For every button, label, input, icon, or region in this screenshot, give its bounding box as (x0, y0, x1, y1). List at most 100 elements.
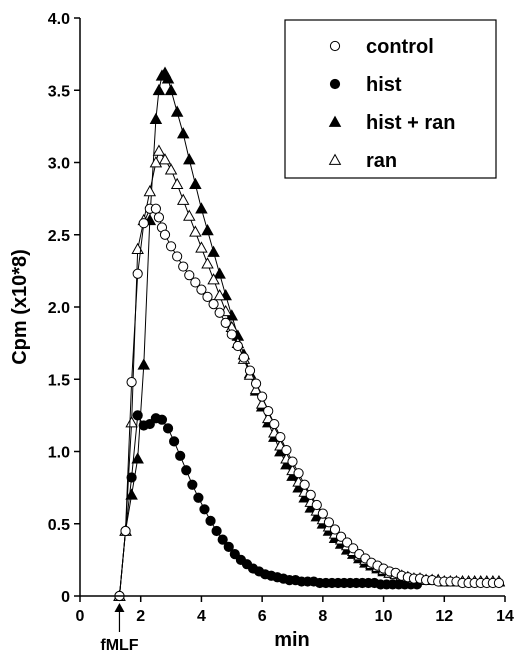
data-point-1-19 (229, 548, 240, 560)
fmlf-arrow-head (114, 603, 125, 612)
data-point-0-25 (257, 391, 268, 402)
data-point-0-13 (184, 270, 195, 281)
data-point-0-33 (305, 489, 316, 500)
y-tick-label-2: 1.0 (48, 445, 70, 462)
x-tick-label-0: 0 (76, 608, 85, 625)
data-point-0-38 (335, 531, 347, 542)
data-point-0-64 (493, 577, 505, 589)
data-point-0-12 (178, 261, 189, 272)
data-point-0-35 (317, 508, 328, 519)
data-point-0-27 (269, 418, 280, 430)
data-point-3-7 (152, 144, 166, 156)
data-point-1-14 (199, 504, 210, 515)
data-point-0-17 (208, 299, 219, 310)
data-point-2-11 (164, 83, 178, 96)
data-point-3-9 (164, 163, 178, 175)
x-axis-title: min (274, 629, 310, 651)
y-tick-label-1: 0.5 (48, 517, 70, 534)
data-point-1-18 (223, 541, 234, 552)
legend-marker-2 (328, 115, 342, 127)
data-point-0-34 (311, 499, 322, 511)
data-point-0-30 (287, 456, 298, 467)
data-point-0-37 (329, 524, 341, 535)
data-point-3-15 (201, 257, 214, 269)
legend-label-1: hist (366, 74, 402, 96)
data-point-0-15 (196, 284, 207, 295)
data-point-3-14 (195, 241, 208, 253)
data-point-1-7 (156, 414, 168, 425)
data-point-2-6 (149, 112, 163, 124)
data-point-1-11 (181, 465, 192, 476)
x-tick-label-2: 4 (197, 608, 206, 625)
data-point-2-12 (170, 105, 184, 117)
data-point-1-12 (187, 479, 198, 490)
legend: control hist hist + ran ran (284, 19, 497, 179)
y-axis-title: Cpm (x10*8) (9, 249, 31, 365)
data-point-0-6 (150, 203, 161, 214)
y-tick-label-8: 4.0 (48, 11, 70, 28)
data-point-0-4 (138, 218, 149, 229)
x-tick-label-7: 14 (496, 608, 514, 625)
x-tick-label-1: 2 (136, 608, 145, 625)
data-point-1-5 (144, 418, 155, 430)
ticks-layer: 0 2 4 6 8 10 12 14 0 0.5 1.0 1.5 2.0 2.5 3.0 3.5 4.0 (48, 11, 514, 625)
data-point-3-12 (183, 209, 196, 221)
data-point-0-2 (126, 377, 137, 388)
data-point-3-11 (176, 193, 190, 205)
data-point-3-5 (143, 184, 157, 197)
data-point-0-7 (153, 212, 165, 223)
legend-entries: control hist hist + ran ran (328, 36, 455, 172)
legend-label-0: control (366, 36, 434, 58)
data-point-0-14 (190, 277, 201, 288)
data-point-1-9 (169, 436, 180, 447)
series-line-3 (119, 149, 499, 597)
x-tick-label-3: 6 (258, 608, 267, 625)
data-point-0-21 (232, 340, 243, 352)
y-tick-label-7: 3.5 (48, 83, 70, 100)
data-point-2-19 (213, 267, 226, 279)
data-point-3-2 (125, 416, 138, 428)
data-point-3-13 (189, 225, 202, 237)
data-point-2-13 (176, 127, 190, 139)
x-tick-label-4: 8 (318, 608, 327, 625)
data-point-2-17 (201, 223, 214, 236)
data-point-0-22 (238, 352, 250, 363)
y-tick-label-6: 3.0 (48, 156, 70, 173)
data-point-2-4 (137, 358, 150, 370)
legend-marker-1 (329, 78, 341, 90)
x-tick-label-5: 10 (375, 608, 393, 625)
data-point-0-26 (263, 405, 274, 417)
data-point-3-16 (207, 273, 220, 285)
data-point-3-17 (213, 289, 226, 301)
data-point-0-9 (159, 229, 171, 240)
y-tick-label-0: 0 (61, 589, 70, 606)
data-point-3-6 (149, 156, 163, 168)
data-point-2-15 (189, 177, 202, 189)
data-point-0-1 (120, 525, 131, 537)
data-point-0-11 (172, 251, 183, 262)
data-point-0-3 (132, 268, 143, 279)
data-point-0-19 (220, 317, 231, 328)
series-line-0 (119, 208, 499, 597)
data-point-1-8 (162, 423, 174, 434)
data-point-2-18 (207, 245, 220, 257)
data-point-0-40 (348, 543, 359, 554)
data-point-0-36 (323, 517, 335, 528)
data-point-0-20 (226, 329, 237, 340)
data-point-3-8 (158, 153, 172, 165)
series-ran (113, 144, 506, 601)
legend-label-2: hist + ran (366, 112, 455, 134)
fmlf-label: fMLF (100, 637, 138, 654)
x-tick-label-6: 12 (435, 608, 453, 625)
series-layer (113, 66, 506, 602)
data-point-1-10 (175, 450, 186, 461)
data-point-2-7 (152, 83, 166, 96)
y-tick-label-4: 2.0 (48, 300, 70, 317)
legend-marker-3 (328, 153, 342, 165)
data-point-0-10 (165, 241, 177, 252)
legend-label-3: ran (366, 150, 397, 172)
data-point-2-10 (161, 72, 175, 84)
data-point-2-3 (131, 452, 144, 464)
data-point-1-16 (211, 525, 222, 537)
